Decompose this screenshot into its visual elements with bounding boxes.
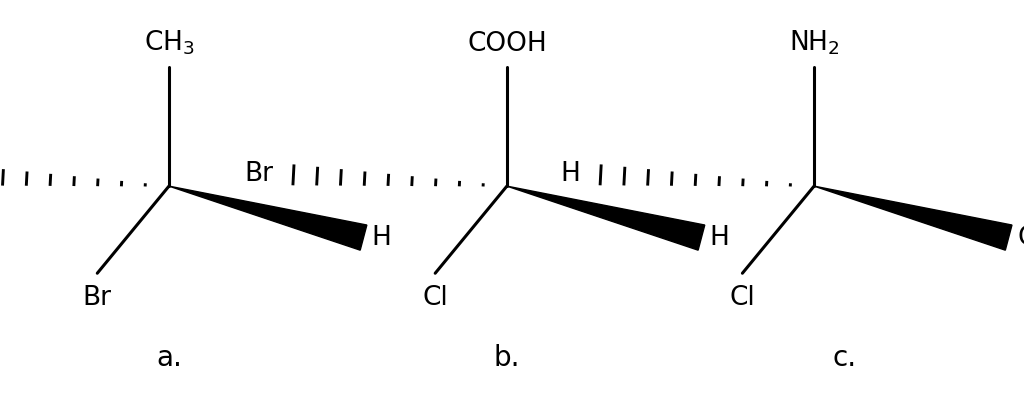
Polygon shape	[169, 186, 367, 250]
Text: Br: Br	[83, 285, 112, 311]
Polygon shape	[814, 186, 1012, 250]
Text: NH$_2$: NH$_2$	[788, 29, 840, 57]
Polygon shape	[507, 186, 705, 250]
Text: c.: c.	[833, 344, 857, 372]
Text: Cl: Cl	[422, 285, 449, 311]
Text: Br: Br	[245, 161, 273, 187]
Text: H: H	[710, 225, 729, 251]
Text: b.: b.	[494, 344, 520, 372]
Text: Cl: Cl	[729, 285, 756, 311]
Text: CH$_3$: CH$_3$	[143, 29, 195, 57]
Text: COOH: COOH	[467, 31, 547, 57]
Text: a.: a.	[156, 344, 182, 372]
Text: H: H	[561, 161, 581, 187]
Text: H: H	[372, 225, 391, 251]
Text: CH$_2$CH$_3$: CH$_2$CH$_3$	[1017, 223, 1024, 252]
